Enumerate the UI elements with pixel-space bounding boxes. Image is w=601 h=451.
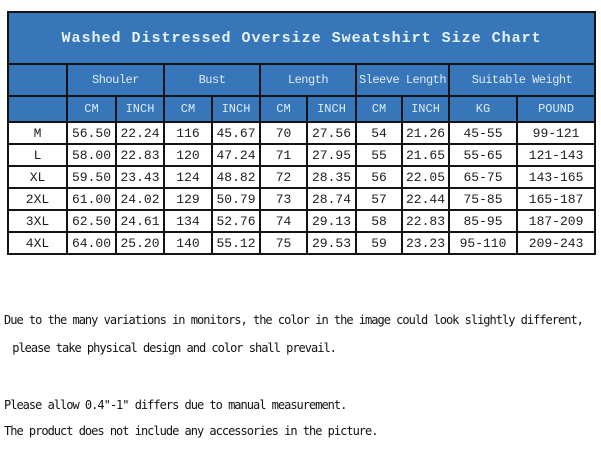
size-value: 187-209 <box>515 209 597 233</box>
size-value: 56.50 <box>66 121 117 145</box>
table-row: L 58.00 22.83 120 47.24 71 27.95 55 21.65 55-65 12… <box>7 143 597 167</box>
column-group-header: Suitable Weight <box>447 63 597 97</box>
column-group-header: Shouler <box>66 63 165 97</box>
size-value: 120 <box>163 143 213 167</box>
table-row: XL 59.50 23.43 124 48.82 72 28.35 56 22.05 65-75 1… <box>7 165 597 189</box>
unit-header: KG <box>448 95 518 123</box>
size-value: 71 <box>259 143 308 167</box>
size-value: 55.12 <box>211 231 261 255</box>
note-line: The product does not include any accesso… <box>4 424 378 438</box>
size-value: 143-165 <box>515 165 597 189</box>
unit-header: CM <box>355 95 403 123</box>
unit-header-row: CM INCH CM INCH CM INCH CM INCH KG POUND <box>7 95 597 123</box>
size-value: 52.76 <box>211 209 261 233</box>
unit-header: INCH <box>306 95 357 123</box>
size-value: 124 <box>163 165 213 189</box>
size-value: 95-110 <box>448 231 518 255</box>
table-row: 4XL 64.00 25.20 140 55.12 75 29.53 59 23.23 95-11… <box>7 231 597 255</box>
size-value: 45.67 <box>211 121 261 145</box>
size-value: 72 <box>259 165 308 189</box>
size-value: 59 <box>355 231 403 255</box>
size-value: 22.24 <box>115 121 165 145</box>
size-value: 54 <box>355 121 403 145</box>
size-label: XL <box>7 165 68 189</box>
column-group-header: Bust <box>163 63 261 97</box>
size-label: 3XL <box>7 209 68 233</box>
unit-header: CM <box>163 95 213 123</box>
size-value: 140 <box>163 231 213 255</box>
size-value: 21.65 <box>401 143 450 167</box>
size-value: 27.56 <box>306 121 357 145</box>
size-label: L <box>7 143 68 167</box>
size-value: 28.74 <box>306 187 357 211</box>
size-value: 59.50 <box>66 165 117 189</box>
size-value: 23.23 <box>401 231 450 255</box>
size-value: 22.05 <box>401 165 450 189</box>
size-value: 70 <box>259 121 308 145</box>
size-value: 48.82 <box>211 165 261 189</box>
size-value: 75 <box>259 231 308 255</box>
unit-header: INCH <box>211 95 261 123</box>
size-value: 57 <box>355 187 403 211</box>
note-line: please take physical design and color sh… <box>6 341 337 355</box>
size-value: 62.50 <box>66 209 117 233</box>
size-value: 21.26 <box>401 121 450 145</box>
size-value: 22.83 <box>115 143 165 167</box>
corner-cell <box>7 95 68 123</box>
unit-header: INCH <box>115 95 165 123</box>
table-row: 3XL 62.50 24.61 134 52.76 74 29.13 58 22.83 85-95… <box>7 209 597 233</box>
table-row: 2XL 61.00 24.02 129 50.79 73 28.74 57 22.44 75-85… <box>7 187 597 211</box>
note-line: Please allow 0.4"-1" differs due to manu… <box>4 398 347 412</box>
size-value: 65-75 <box>448 165 518 189</box>
size-value: 209-243 <box>515 231 597 255</box>
size-value: 22.83 <box>401 209 450 233</box>
size-value: 64.00 <box>66 231 117 255</box>
size-value: 58.00 <box>66 143 117 167</box>
size-value: 29.13 <box>306 209 357 233</box>
size-value: 47.24 <box>211 143 261 167</box>
group-header-row: Shouler Bust Length Sleeve Length Suitable W… <box>7 63 597 97</box>
size-value: 165-187 <box>515 187 597 211</box>
size-value: 28.35 <box>306 165 357 189</box>
size-value: 50.79 <box>211 187 261 211</box>
unit-header: INCH <box>401 95 450 123</box>
table-title: Washed Distressed Oversize Sweatshirt Si… <box>6 11 597 65</box>
size-value: 23.43 <box>115 165 165 189</box>
size-value: 55 <box>355 143 403 167</box>
unit-header: CM <box>259 95 308 123</box>
size-value: 29.53 <box>306 231 357 255</box>
size-value: 121-143 <box>515 143 597 167</box>
corner-cell <box>7 63 68 97</box>
size-value: 85-95 <box>448 209 518 233</box>
size-label: 2XL <box>7 187 68 211</box>
size-chart-table: Washed Distressed Oversize Sweatshirt Si… <box>6 11 597 255</box>
title-row: Washed Distressed Oversize Sweatshirt Si… <box>6 11 597 65</box>
unit-header: CM <box>66 95 117 123</box>
size-label: 4XL <box>7 231 68 255</box>
size-label: M <box>7 121 68 145</box>
table-row: M 56.50 22.24 116 45.67 70 27.56 54 21.26 45-55 99… <box>7 121 597 145</box>
size-value: 58 <box>355 209 403 233</box>
size-value: 56 <box>355 165 403 189</box>
size-value: 45-55 <box>448 121 518 145</box>
size-value: 75-85 <box>448 187 518 211</box>
size-value: 22.44 <box>401 187 450 211</box>
size-value: 74 <box>259 209 308 233</box>
size-value: 129 <box>163 187 213 211</box>
column-group-header: Length <box>259 63 357 97</box>
note-line: Due to the many variations in monitors, … <box>4 313 584 327</box>
size-value: 134 <box>163 209 213 233</box>
unit-header: POUND <box>515 95 597 123</box>
size-value: 116 <box>163 121 213 145</box>
size-value: 55-65 <box>448 143 518 167</box>
size-value: 27.95 <box>306 143 357 167</box>
size-value: 24.61 <box>115 209 165 233</box>
size-value: 73 <box>259 187 308 211</box>
column-group-header: Sleeve Length <box>355 63 450 97</box>
size-value: 25.20 <box>115 231 165 255</box>
size-value: 61.00 <box>66 187 117 211</box>
size-value: 24.02 <box>115 187 165 211</box>
size-value: 99-121 <box>515 121 597 145</box>
